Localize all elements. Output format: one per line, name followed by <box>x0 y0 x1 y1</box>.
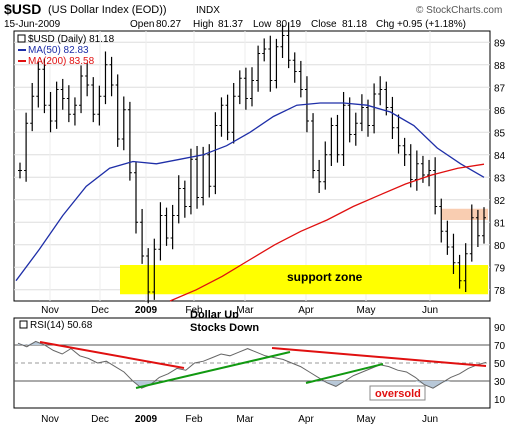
resistance-zone <box>441 208 488 220</box>
ohlc-header: Open 80.27 High 81.37 Low 80.19 Close 81… <box>130 19 466 30</box>
rsi-x-tick-label: 2009 <box>135 414 158 425</box>
rsi-grid <box>14 344 490 382</box>
rsi-y-tick-label: 90 <box>494 323 506 334</box>
ma200-line <box>169 163 485 302</box>
date-label: 15-Jun-2009 <box>4 19 61 30</box>
price-y-tick-label: 84 <box>494 151 506 162</box>
ma200-legend-text: MA(200) 83.58 <box>28 56 95 67</box>
price-y-tick-label: 79 <box>494 263 506 274</box>
rsi-red-trendline-1 <box>39 341 185 369</box>
price-x-axis: Nov Dec 2009 Feb Mar Apr May Jun <box>41 305 438 316</box>
close-value: 81.18 <box>342 19 367 30</box>
price-x-tick-label: May <box>357 305 376 316</box>
rsi-x-tick-label: Apr <box>298 414 314 425</box>
rsi-legend-text: RSI(14) 50.68 <box>30 320 93 331</box>
ma50-legend-text: MA(50) 82.83 <box>28 45 89 56</box>
price-y-tick-label: 83 <box>494 173 506 184</box>
rsi-x-tick-label: May <box>357 414 376 425</box>
rsi-panel: 10 30 50 70 90 Nov Dec 2009 Feb Mar Apr May Jun RSI… <box>13 317 506 425</box>
exchange-label: INDX <box>196 5 220 16</box>
rsi-y-tick-label: 70 <box>494 341 506 352</box>
open-label: Open <box>130 19 154 30</box>
support-zone <box>120 265 488 295</box>
chg-label: Chg <box>376 19 394 30</box>
oversold-label: oversold <box>375 388 421 400</box>
price-legend-text: $USD (Daily) 81.18 <box>28 34 115 45</box>
oversold-box <box>369 385 426 401</box>
rsi-x-tick-label: Dec <box>91 414 109 425</box>
rsi-line <box>17 340 487 389</box>
rsi-y-tick-label: 30 <box>494 377 506 388</box>
open-value: 80.27 <box>156 19 181 30</box>
watermark: © StockCharts.com <box>416 5 502 16</box>
rsi-x-tick-label: Feb <box>185 414 203 425</box>
rsi-x-tick-label: Mar <box>236 414 254 425</box>
price-legend-swatch <box>17 34 26 43</box>
price-y-tick-label: 86 <box>494 106 506 117</box>
chg-value: +0.95 (+1.18%) <box>397 19 466 30</box>
price-y-axis: 78 79 80 81 82 83 84 85 86 87 88 89 <box>494 38 506 297</box>
price-y-tick-label: 85 <box>494 128 506 139</box>
price-y-tick-label: 88 <box>494 61 506 72</box>
rsi-y-axis: 10 30 50 70 90 <box>494 323 506 406</box>
rsi-green-trendline-1 <box>135 351 291 389</box>
price-x-tick-label: Nov <box>41 305 59 316</box>
rsi-y-tick-label: 50 <box>494 359 506 370</box>
symbol-title: $USD <box>4 1 41 17</box>
high-value: 81.37 <box>218 19 243 30</box>
rsi-green-trendline-2 <box>305 363 384 384</box>
price-y-tick-label: 82 <box>494 196 506 207</box>
price-y-tick-label: 78 <box>494 286 506 297</box>
index-name: (US Dollar Index (EOD)) <box>48 4 167 16</box>
price-x-tick-label: Mar <box>236 305 254 316</box>
rsi-x-axis: Nov Dec 2009 Feb Mar Apr May Jun <box>41 414 438 425</box>
price-y-tick-label: 87 <box>494 83 506 94</box>
rsi-legend-swatch <box>19 320 28 329</box>
price-y-tick-label: 89 <box>494 38 506 49</box>
price-legend: $USD (Daily) 81.18 MA(50) 82.83 MA(200) … <box>17 34 115 67</box>
price-x-tick-label: Dec <box>91 305 109 316</box>
ma50-line <box>15 102 485 282</box>
price-y-tick-label: 80 <box>494 241 506 252</box>
rsi-x-tick-label: Nov <box>41 414 59 425</box>
price-x-tick-label: Jun <box>422 305 438 316</box>
stocks-down-label: Stocks Down <box>190 322 259 334</box>
low-label: Low <box>253 19 272 30</box>
price-panel: support zone 78 79 80 81 82 83 84 85 86 87 88 89 No… <box>13 22 506 316</box>
price-y-tick-label: 81 <box>494 218 506 229</box>
rsi-red-trendline-2 <box>271 347 487 367</box>
rsi-x-tick-label: Jun <box>422 414 438 425</box>
price-x-tick-label: Apr <box>298 305 314 316</box>
price-x-tick-label: Feb <box>185 305 203 316</box>
support-zone-label: support zone <box>287 270 363 284</box>
price-x-tick-label: 2009 <box>135 305 158 316</box>
close-label: Close <box>311 19 337 30</box>
high-label: High <box>193 19 214 30</box>
rsi-y-tick-label: 10 <box>494 395 506 406</box>
